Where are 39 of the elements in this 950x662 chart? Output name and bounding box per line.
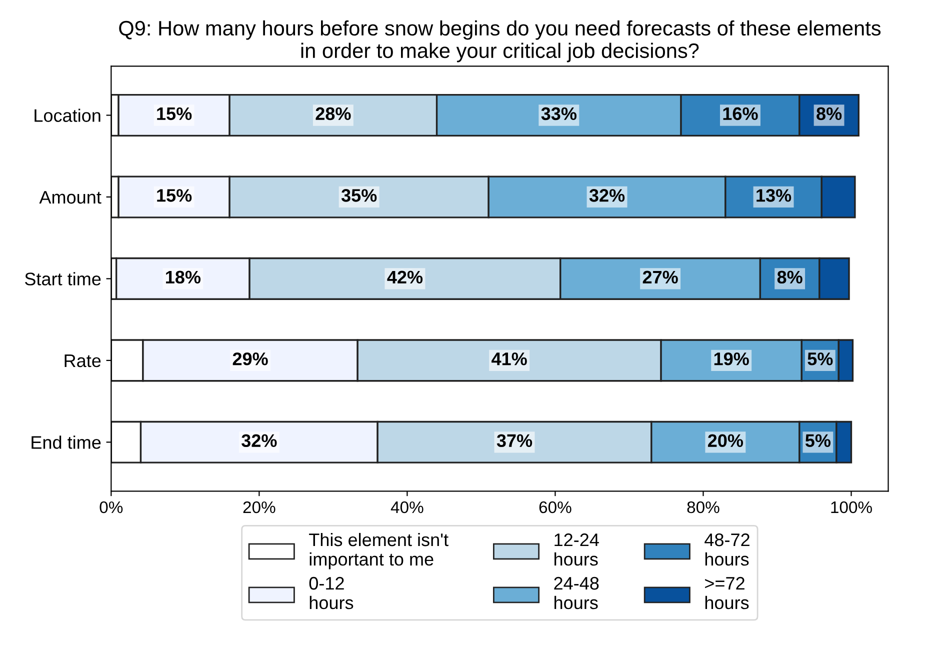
data-label: 18% xyxy=(166,270,201,284)
data-label: 5% xyxy=(805,434,831,448)
y-tick-label: Amount xyxy=(39,191,102,204)
chart-title: Q9: How many hours before snow begins do you need forecasts of these elements in order to make your critical job decisions? xyxy=(119,20,881,62)
data-label: 8% xyxy=(816,107,842,120)
data-label: 8% xyxy=(777,270,802,284)
y-tick-label: Rate xyxy=(64,354,101,368)
data-label: 28% xyxy=(316,107,351,120)
x-tick-label: 60% xyxy=(539,501,572,514)
y-tick-label: End time xyxy=(32,436,101,449)
y-tick-label: Location xyxy=(34,108,100,122)
data-label: 33% xyxy=(541,107,576,120)
x-tick-label: 80% xyxy=(687,501,720,514)
data-label: 41% xyxy=(492,352,527,366)
data-label: 16% xyxy=(723,107,758,120)
data-label: 5% xyxy=(808,352,833,366)
legend-label: >=72 hours xyxy=(705,576,749,610)
legend-label: 0-12 hours xyxy=(309,576,354,610)
x-tick-label: 20% xyxy=(243,501,276,514)
data-label: 32% xyxy=(242,434,277,448)
data-label: 20% xyxy=(708,434,744,448)
legend-label: 24-48 hours xyxy=(554,576,599,610)
x-tick-label: 40% xyxy=(390,501,424,514)
x-tick-label: 100% xyxy=(831,501,872,514)
data-label: 15% xyxy=(157,189,192,202)
legend-label: This element isn't important to me xyxy=(309,532,448,570)
legend-label: 12-24 hours xyxy=(554,533,599,566)
data-label: 35% xyxy=(341,189,377,202)
y-tick-label: Start time xyxy=(24,272,101,286)
x-tick-label: 0% xyxy=(100,501,123,514)
data-label: 13% xyxy=(756,189,792,202)
data-label: 27% xyxy=(642,270,678,284)
legend-label: 48-72 hours xyxy=(704,533,750,566)
data-label: 37% xyxy=(496,434,532,448)
data-label: 15% xyxy=(157,107,192,120)
data-label: 19% xyxy=(714,352,749,366)
data-label: 42% xyxy=(387,270,423,284)
data-label: 29% xyxy=(232,352,268,366)
data-label: 32% xyxy=(589,189,625,202)
